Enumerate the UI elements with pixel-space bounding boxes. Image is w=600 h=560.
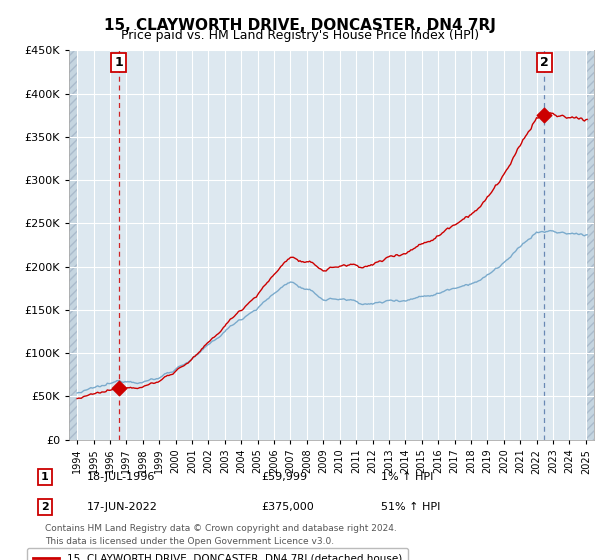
Text: Contains HM Land Registry data © Crown copyright and database right 2024.: Contains HM Land Registry data © Crown c… <box>45 524 397 533</box>
Legend: 15, CLAYWORTH DRIVE, DONCASTER, DN4 7RJ (detached house), HPI: Average price, de: 15, CLAYWORTH DRIVE, DONCASTER, DN4 7RJ … <box>27 548 408 560</box>
Text: 1: 1 <box>41 472 49 482</box>
Text: 17-JUN-2022: 17-JUN-2022 <box>87 502 158 512</box>
Text: 1: 1 <box>115 56 123 69</box>
Text: £59,999: £59,999 <box>261 472 307 482</box>
Bar <box>586 50 594 440</box>
Text: This data is licensed under the Open Government Licence v3.0.: This data is licensed under the Open Gov… <box>45 537 334 546</box>
Text: 2: 2 <box>41 502 49 512</box>
Text: 1% ↑ HPI: 1% ↑ HPI <box>381 472 433 482</box>
Text: 51% ↑ HPI: 51% ↑ HPI <box>381 502 440 512</box>
Text: 15, CLAYWORTH DRIVE, DONCASTER, DN4 7RJ: 15, CLAYWORTH DRIVE, DONCASTER, DN4 7RJ <box>104 18 496 33</box>
Text: Price paid vs. HM Land Registry's House Price Index (HPI): Price paid vs. HM Land Registry's House … <box>121 29 479 42</box>
Point <box>539 111 549 120</box>
Text: 2: 2 <box>540 56 548 69</box>
Bar <box>69 50 77 440</box>
Text: £375,000: £375,000 <box>261 502 314 512</box>
Point <box>114 383 124 392</box>
Text: 18-JUL-1996: 18-JUL-1996 <box>87 472 155 482</box>
